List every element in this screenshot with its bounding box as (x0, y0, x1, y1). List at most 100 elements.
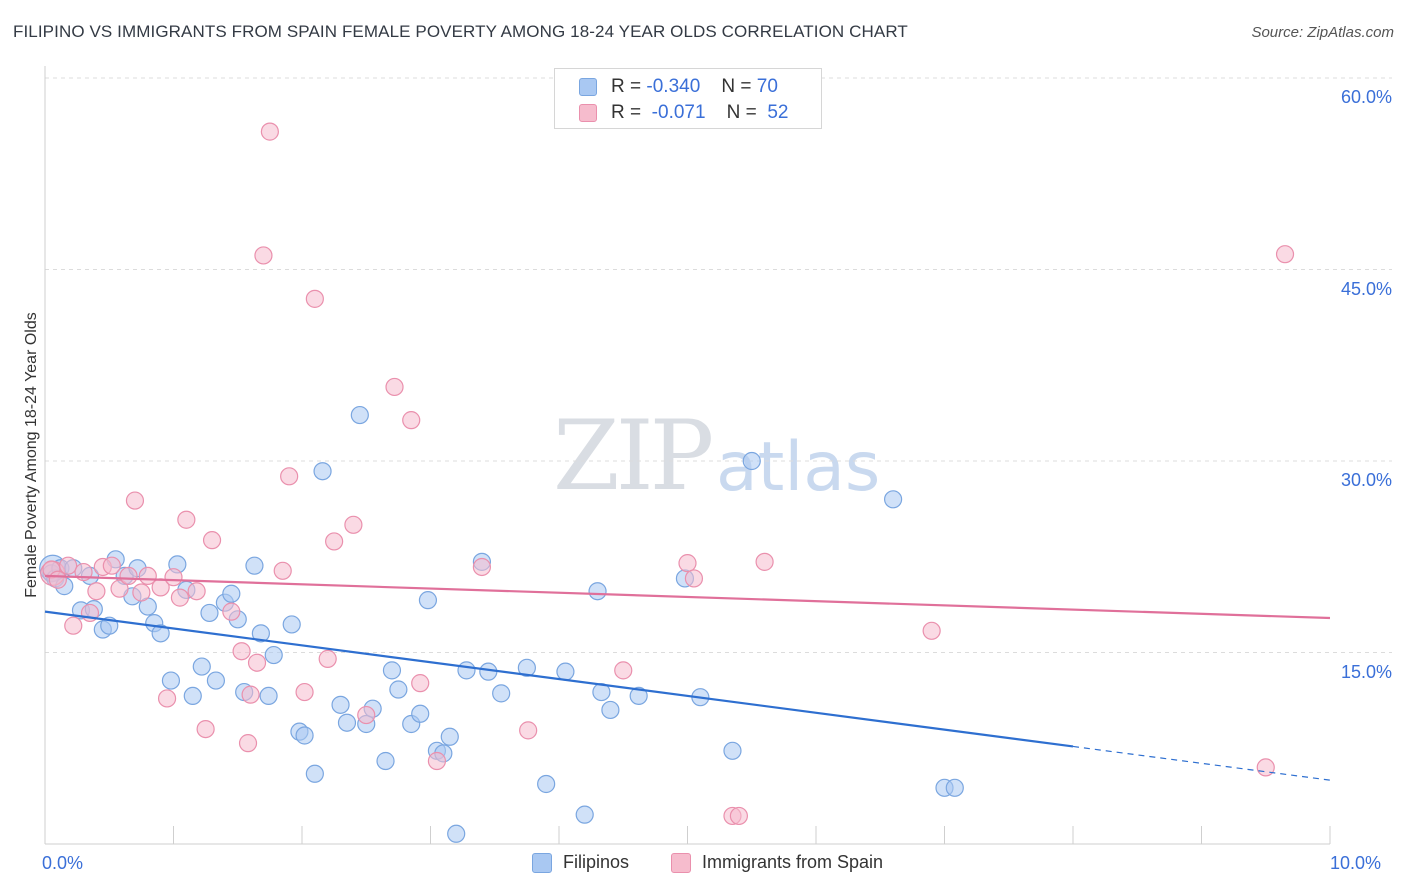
data-point (447, 824, 466, 843)
data-point (282, 615, 301, 634)
data-point (376, 751, 395, 771)
data-point (232, 642, 251, 661)
data-point (313, 462, 332, 481)
x-tick-label-min: 0.0% (42, 853, 84, 873)
data-point (588, 582, 607, 601)
data-point (259, 686, 278, 706)
y-tick-label: 45.0% (1340, 278, 1392, 299)
data-point (200, 603, 219, 623)
data-point (440, 727, 459, 746)
data-point (614, 661, 633, 680)
data-point (151, 624, 170, 643)
legend-n-label: N = (721, 76, 752, 97)
legend-item-label: Filipinos (563, 852, 630, 872)
data-point (305, 289, 324, 308)
legend-n-value: 70 (756, 76, 778, 97)
legend-r-label: R = (611, 76, 642, 97)
data-point (157, 689, 177, 708)
data-point (517, 658, 536, 677)
data-point (295, 682, 314, 702)
data-point (411, 704, 430, 723)
data-point (247, 653, 267, 672)
legend-r-value: -0.340 (646, 76, 701, 97)
data-point (238, 734, 258, 753)
legend-r-label: R = (611, 102, 642, 123)
legend-item-spain: Immigrants from Spain (671, 852, 883, 873)
data-point (629, 686, 648, 706)
data-point (492, 684, 511, 703)
spain-swatch (579, 104, 597, 122)
data-point (187, 582, 206, 601)
data-point (305, 764, 324, 783)
data-point (280, 467, 299, 486)
data-point (48, 570, 67, 589)
data-point (337, 713, 357, 732)
data-point (119, 566, 138, 586)
data-point (295, 726, 314, 745)
data-point (723, 741, 742, 760)
data-point (427, 751, 447, 771)
data-point (729, 806, 749, 826)
data-point (418, 591, 438, 610)
filipino-points (39, 405, 964, 843)
data-point (382, 661, 402, 680)
data-point (385, 377, 404, 397)
data-point (222, 602, 241, 621)
data-point (331, 695, 350, 714)
data-point (883, 490, 903, 509)
data-point (1256, 758, 1275, 777)
data-point (161, 671, 181, 690)
data-point (344, 515, 363, 534)
data-point (125, 491, 145, 510)
chart-title: FILIPINO VS IMMIGRANTS FROM SPAIN FEMALE… (13, 22, 908, 41)
data-point (177, 510, 196, 529)
legend-item-label: Immigrants from Spain (702, 852, 884, 872)
data-point (251, 624, 270, 643)
data-point (202, 531, 222, 550)
data-point (556, 662, 575, 681)
trend-lines (44, 574, 1331, 781)
data-point (742, 451, 761, 471)
legend-row-filipino: R = -0.340 N = 70 (579, 75, 778, 99)
data-point (206, 671, 226, 690)
watermark-zip: ZIP (553, 400, 714, 512)
data-point (318, 649, 337, 668)
data-point (183, 686, 202, 706)
legend-n-value: 52 (767, 102, 789, 123)
y-tick-label: 15.0% (1340, 661, 1392, 682)
watermark-atlas: atlas (716, 428, 881, 507)
data-point (402, 411, 421, 430)
data-point (922, 621, 941, 640)
filipino-swatch (579, 78, 597, 96)
series-legend: Filipinos Immigrants from Spain (0, 852, 1406, 876)
data-point (273, 561, 292, 580)
source-credit: Source: ZipAtlas.com (1251, 24, 1394, 41)
y-axis-title: Female Poverty Among 18-24 Year Olds (23, 312, 40, 598)
filipino-trend-line (44, 610, 1074, 748)
data-point (102, 556, 121, 575)
data-point (325, 532, 344, 551)
filipinos-legend-swatch (532, 852, 552, 873)
data-point (170, 588, 190, 607)
data-point (601, 700, 620, 720)
correlation-legend: R = -0.340 N = 70 R = -0.071 N = 52 (554, 68, 822, 129)
data-point (64, 616, 83, 635)
data-point (245, 556, 264, 575)
data-point (519, 721, 538, 740)
spain-points (40, 122, 1295, 826)
data-point (684, 569, 704, 588)
data-point (192, 657, 211, 676)
data-point (389, 680, 408, 699)
data-point (457, 661, 476, 680)
data-point (222, 584, 241, 603)
data-point (357, 705, 376, 725)
data-point (1275, 245, 1295, 264)
data-point (87, 582, 106, 601)
data-point (132, 583, 151, 602)
data-point (254, 246, 273, 265)
data-point (575, 805, 594, 824)
data-point (59, 556, 78, 575)
legend-item-filipinos: Filipinos (532, 852, 629, 873)
data-point (411, 674, 430, 693)
